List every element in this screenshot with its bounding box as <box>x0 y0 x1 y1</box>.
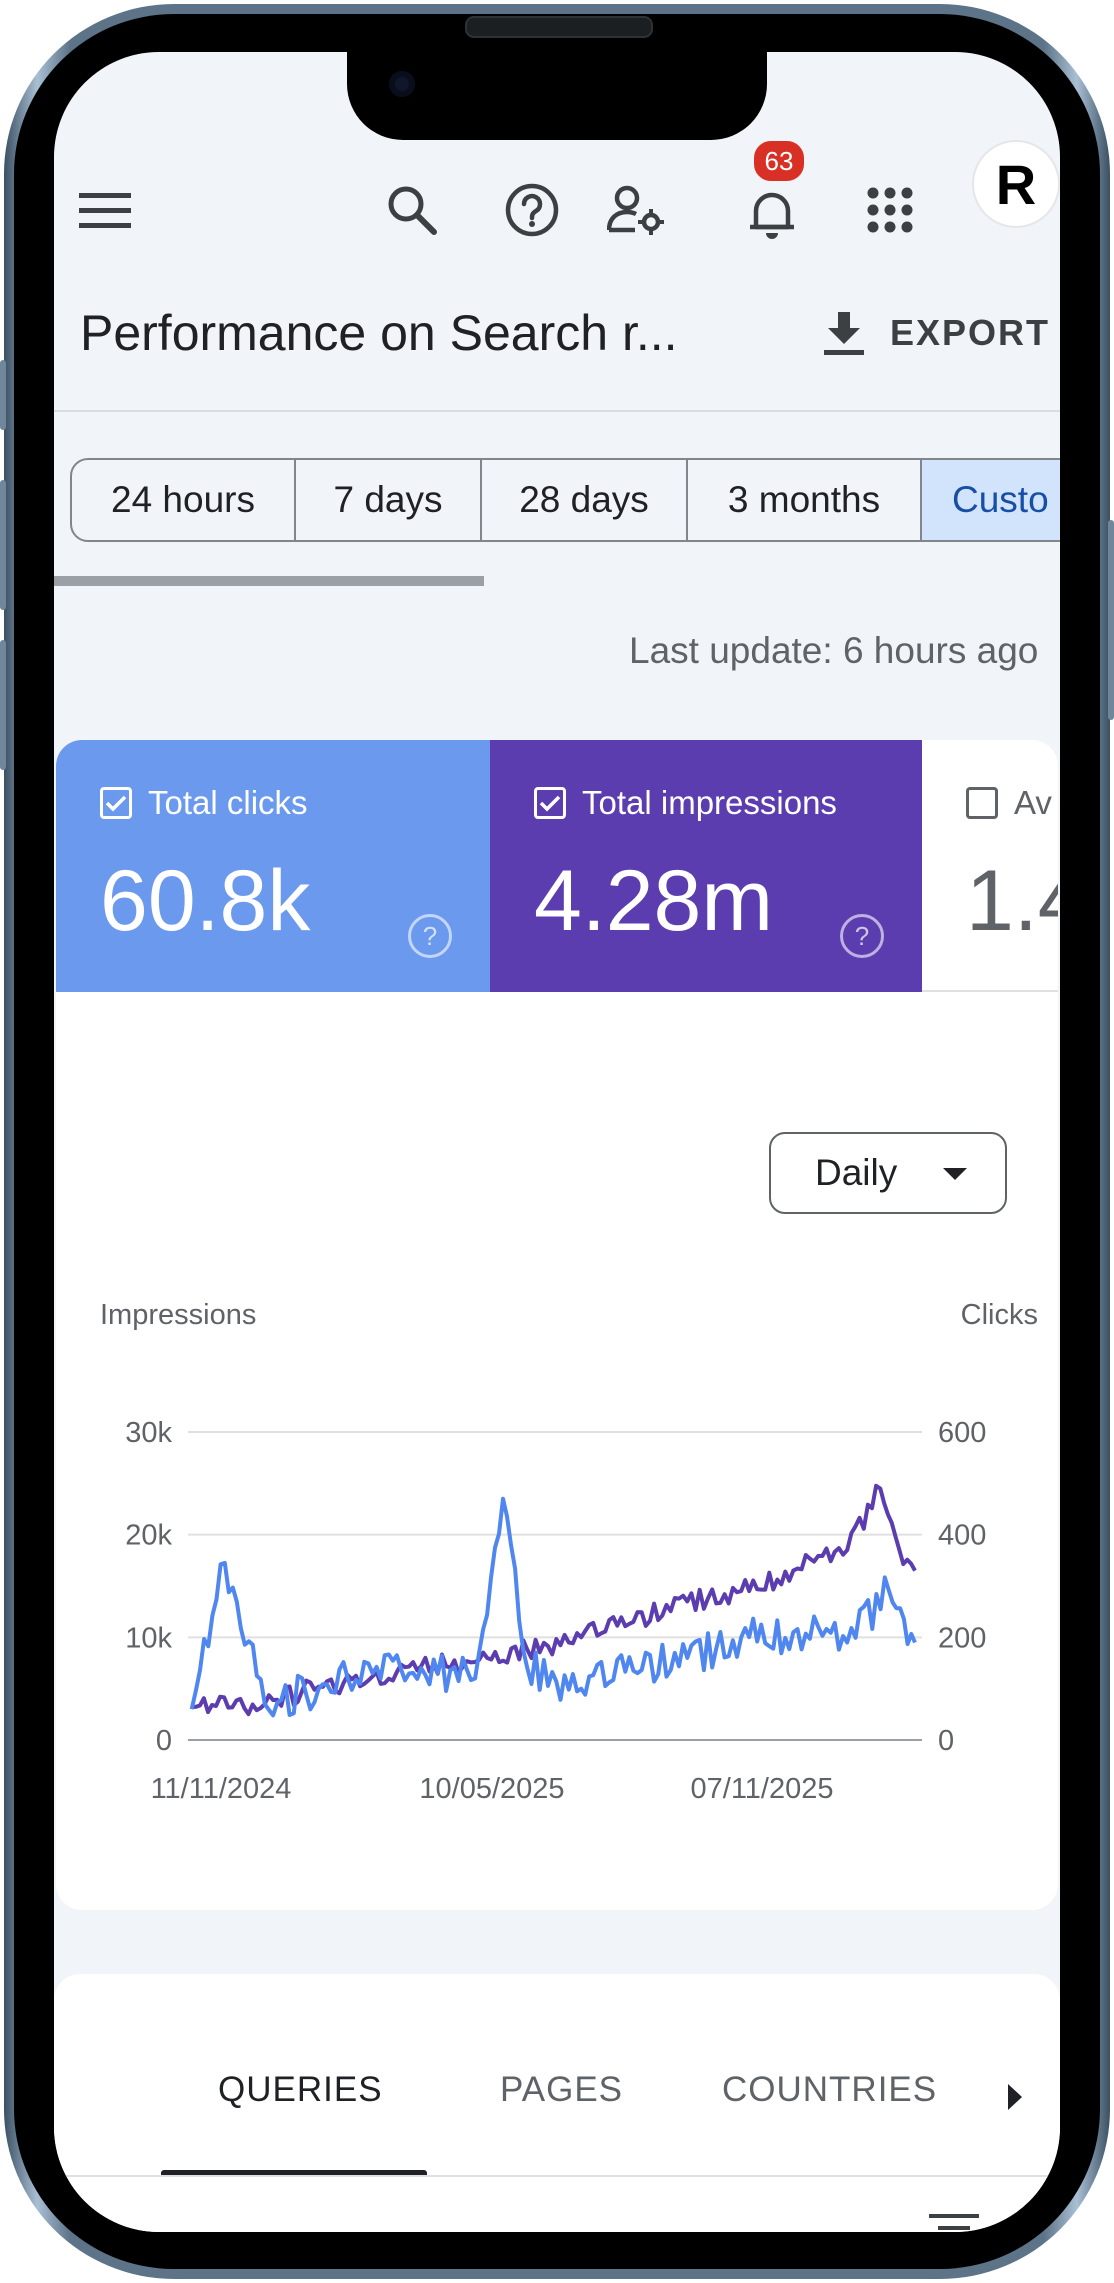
metric-value: 1.4 <box>966 853 1058 949</box>
metric-divider <box>922 990 1058 992</box>
help-icon[interactable] <box>500 178 564 242</box>
speaker-grille <box>465 16 653 38</box>
notch <box>347 52 767 140</box>
metric-label: Total impressions <box>582 784 837 821</box>
tab-countries[interactable]: COUNTRIES <box>722 2070 938 2109</box>
performance-chart[interactable]: Impressions Clicks 0 10k 20k 30k 0 200 400 600… <box>56 1280 1058 1840</box>
right-axis-tick: 400 <box>938 1520 986 1552</box>
right-axis-tick: 0 <box>938 1725 954 1757</box>
chip-24-hours[interactable]: 24 hours <box>70 458 296 542</box>
right-axis-label: Clicks <box>961 1299 1038 1331</box>
export-button[interactable]: EXPORT <box>822 310 1050 356</box>
x-axis-tick: 11/11/2024 <box>151 1773 292 1805</box>
left-axis-tick: 30k <box>125 1417 172 1449</box>
chip-28-days[interactable]: 28 days <box>482 458 688 542</box>
header-divider <box>54 410 1060 412</box>
notification-badge: 63 <box>751 138 807 184</box>
camera <box>389 71 415 97</box>
left-axis-tick: 0 <box>156 1725 172 1757</box>
metric-total-impressions[interactable]: Total impressions 4.28m ? <box>490 740 922 992</box>
help-icon[interactable]: ? <box>408 914 452 958</box>
impressions-series-line <box>191 1483 917 1717</box>
export-label: EXPORT <box>890 312 1051 353</box>
tabs-next-icon[interactable] <box>1008 2084 1022 2110</box>
checkbox-unchecked-icon[interactable] <box>966 787 998 819</box>
metric-average[interactable]: Av 1.4 <box>922 740 1058 992</box>
tabs-divider <box>54 2175 1060 2177</box>
chip-7-days[interactable]: 7 days <box>296 458 482 542</box>
clicks-series-line <box>189 1496 917 1718</box>
last-update-text: Last update: 6 hours ago <box>629 630 1039 671</box>
screen: 63 R Performance on Search r... EXPORT 2… <box>54 52 1060 2232</box>
help-icon[interactable]: ? <box>840 914 884 958</box>
x-axis-tick: 07/11/2025 <box>691 1773 834 1805</box>
metric-label: Total clicks <box>148 784 308 821</box>
right-axis-tick: 200 <box>938 1622 986 1654</box>
apps-icon[interactable] <box>860 180 920 240</box>
notifications-icon[interactable] <box>740 178 804 248</box>
power-button <box>1108 520 1114 720</box>
left-axis-tick: 10k <box>125 1622 172 1654</box>
chip-custom[interactable]: Custo <box>922 458 1060 542</box>
left-axis-label: Impressions <box>100 1299 256 1331</box>
date-range-chips: 24 hours 7 days 28 days 3 months Custo <box>70 458 1060 542</box>
volume-up-button <box>0 480 6 610</box>
dimension-tabs: QUERIES PAGES COUNTRIES <box>54 1974 1060 2232</box>
volume-down-button <box>0 640 6 770</box>
right-axis-tick: 600 <box>938 1417 986 1449</box>
chip-3-months[interactable]: 3 months <box>688 458 922 542</box>
checkbox-checked-icon[interactable] <box>534 787 566 819</box>
side-button <box>0 360 6 430</box>
search-icon[interactable] <box>380 178 444 242</box>
dropdown-arrow-icon <box>943 1168 967 1180</box>
metric-value: 60.8k <box>100 853 311 949</box>
checkbox-checked-icon[interactable] <box>100 787 132 819</box>
granularity-label: Daily <box>815 1152 898 1193</box>
account-avatar[interactable]: R <box>972 140 1060 228</box>
chips-scroll-indicator[interactable] <box>54 576 484 586</box>
menu-icon[interactable] <box>74 180 136 242</box>
metric-total-clicks[interactable]: Total clicks 60.8k ? <box>56 740 490 992</box>
filter-icon[interactable] <box>924 2210 984 2232</box>
left-axis-tick: 20k <box>125 1520 172 1552</box>
metric-label: Av <box>1014 784 1052 821</box>
metric-value: 4.28m <box>534 853 774 949</box>
active-tab-indicator <box>161 2170 427 2175</box>
tab-queries[interactable]: QUERIES <box>218 2070 383 2109</box>
download-icon <box>824 312 864 355</box>
manage-users-icon[interactable] <box>602 178 672 242</box>
granularity-select[interactable]: Daily <box>769 1132 1007 1214</box>
page-title: Performance on Search r... <box>80 305 678 361</box>
performance-card: Total clicks 60.8k ? Total impressions 4… <box>56 740 1058 1910</box>
x-axis-tick: 10/05/2025 <box>419 1773 564 1805</box>
tab-pages[interactable]: PAGES <box>500 2070 624 2109</box>
